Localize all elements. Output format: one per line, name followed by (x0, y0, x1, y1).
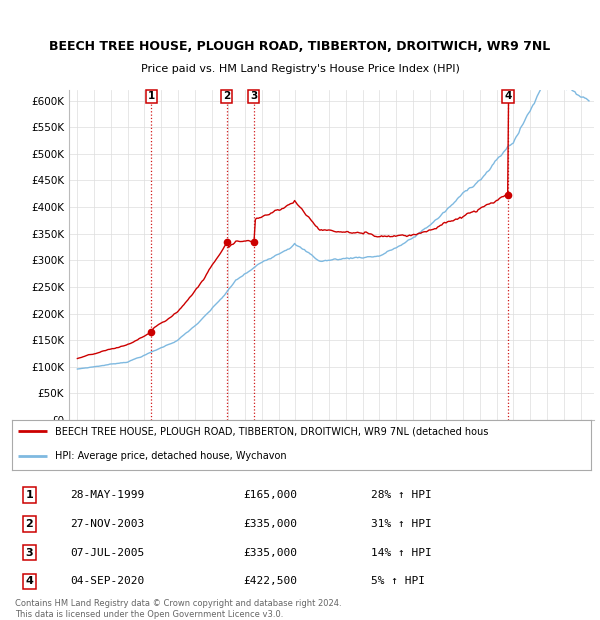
Text: BEECH TREE HOUSE, PLOUGH ROAD, TIBBERTON, DROITWICH, WR9 7NL (detached hous: BEECH TREE HOUSE, PLOUGH ROAD, TIBBERTON… (55, 426, 489, 436)
Text: 5% ↑ HPI: 5% ↑ HPI (371, 577, 425, 587)
Text: 4: 4 (25, 577, 34, 587)
Text: 1: 1 (148, 91, 155, 102)
Text: 3: 3 (26, 547, 33, 557)
Text: 1: 1 (25, 490, 33, 500)
Text: 31% ↑ HPI: 31% ↑ HPI (371, 519, 432, 529)
Text: 4: 4 (504, 91, 512, 102)
Text: HPI: Average price, detached house, Wychavon: HPI: Average price, detached house, Wych… (55, 451, 287, 461)
Text: £165,000: £165,000 (244, 490, 298, 500)
Text: BEECH TREE HOUSE, PLOUGH ROAD, TIBBERTON, DROITWICH, WR9 7NL: BEECH TREE HOUSE, PLOUGH ROAD, TIBBERTON… (49, 40, 551, 53)
Text: £422,500: £422,500 (244, 577, 298, 587)
Text: Contains HM Land Registry data © Crown copyright and database right 2024.
This d: Contains HM Land Registry data © Crown c… (15, 600, 341, 619)
Text: £335,000: £335,000 (244, 519, 298, 529)
Text: 07-JUL-2005: 07-JUL-2005 (70, 547, 144, 557)
Text: 14% ↑ HPI: 14% ↑ HPI (371, 547, 432, 557)
Text: 3: 3 (250, 91, 257, 102)
Text: £335,000: £335,000 (244, 547, 298, 557)
Text: 2: 2 (223, 91, 230, 102)
Text: 27-NOV-2003: 27-NOV-2003 (70, 519, 144, 529)
Text: 28-MAY-1999: 28-MAY-1999 (70, 490, 144, 500)
Text: 28% ↑ HPI: 28% ↑ HPI (371, 490, 432, 500)
Text: 04-SEP-2020: 04-SEP-2020 (70, 577, 144, 587)
Text: Price paid vs. HM Land Registry's House Price Index (HPI): Price paid vs. HM Land Registry's House … (140, 64, 460, 74)
Text: 2: 2 (25, 519, 33, 529)
